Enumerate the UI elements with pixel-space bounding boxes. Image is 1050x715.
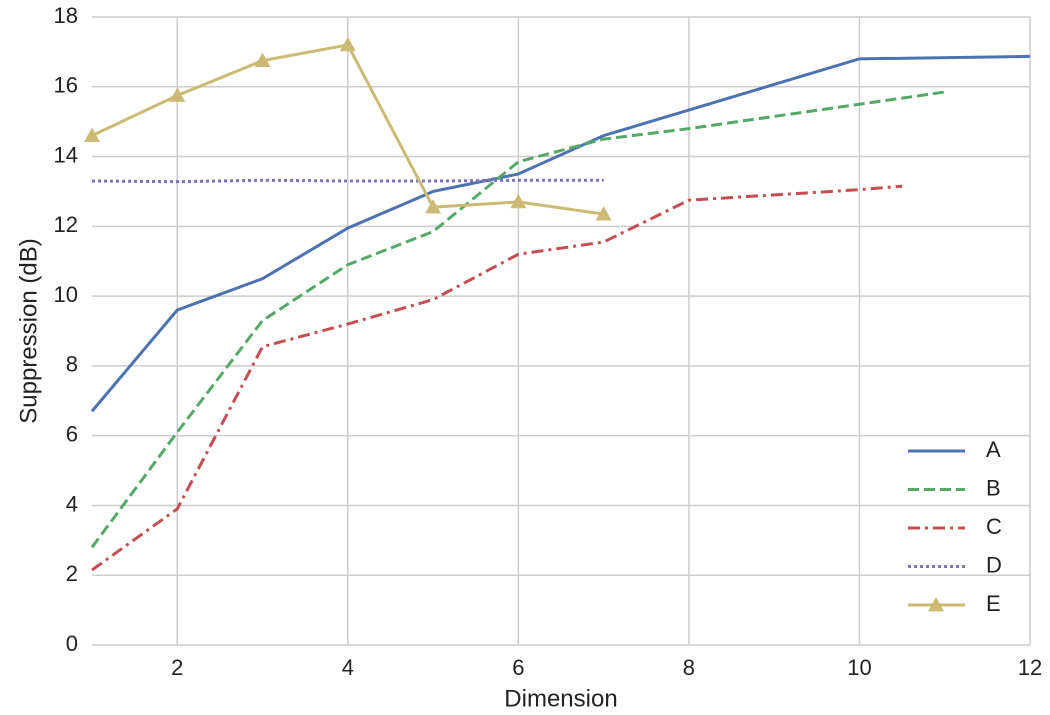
x-tick-label: 12: [1018, 655, 1042, 680]
y-tick-label: 18: [54, 3, 78, 28]
y-tick-label: 10: [54, 282, 78, 307]
legend-label: D: [986, 552, 1002, 577]
y-tick-label: 2: [66, 561, 78, 586]
y-tick-label: 8: [66, 352, 78, 377]
point-marker: [339, 36, 356, 52]
point-marker: [595, 206, 612, 221]
y-tick-label: 16: [54, 73, 78, 98]
legend-label: C: [986, 514, 1002, 539]
point-marker: [169, 87, 186, 102]
line-series: [91, 178, 604, 184]
point-marker: [510, 193, 527, 209]
line-series: [91, 184, 903, 572]
y-axis-label: Suppression (dB): [15, 238, 42, 423]
legend-label: B: [986, 475, 1001, 500]
x-tick-label: 4: [342, 655, 354, 680]
y-tick-label: 12: [54, 212, 78, 237]
x-tick-label: 8: [683, 655, 695, 680]
line-series: [90, 54, 1031, 413]
point-marker: [84, 127, 100, 143]
point-marker: [425, 199, 442, 214]
legend-label: E: [986, 591, 1001, 616]
x-tick-label: 10: [847, 655, 871, 680]
point-marker: [254, 52, 271, 68]
x-axis-label: Dimension: [504, 685, 617, 712]
legend-label: A: [986, 437, 1001, 462]
x-tick-label: 6: [512, 655, 524, 680]
x-tick-label: 2: [171, 655, 183, 680]
y-tick-label: 0: [66, 631, 78, 656]
legend-marker: [928, 597, 944, 612]
y-tick-label: 14: [54, 142, 78, 167]
y-tick-label: 4: [66, 491, 78, 516]
y-tick-label: 6: [66, 421, 78, 446]
line-series: [90, 90, 945, 549]
